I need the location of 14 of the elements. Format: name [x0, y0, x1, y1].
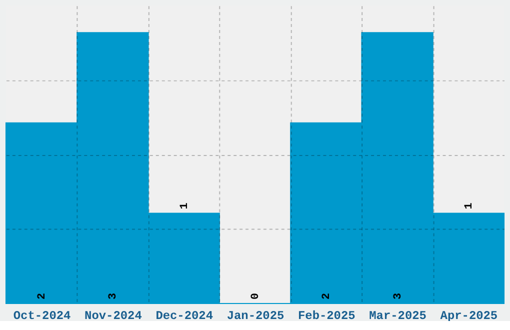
x-tick-label: Apr-2025 [440, 308, 498, 323]
x-tick-label: Dec-2024 [156, 308, 214, 323]
x-tick-label: Oct-2024 [13, 308, 71, 323]
data-label: 0 [250, 292, 262, 300]
x-tick-label: Feb-2025 [298, 308, 356, 323]
x-tick-label: Nov-2024 [84, 308, 142, 323]
data-label: 2 [321, 292, 334, 300]
data-label: 1 [178, 202, 191, 210]
data-label: 3 [392, 292, 404, 300]
data-label: 3 [108, 292, 120, 300]
data-label: 1 [463, 202, 476, 210]
x-tick-label: Jan-2025 [226, 308, 284, 323]
data-label: 2 [36, 292, 49, 300]
x-tick-label: Mar-2025 [369, 308, 426, 323]
